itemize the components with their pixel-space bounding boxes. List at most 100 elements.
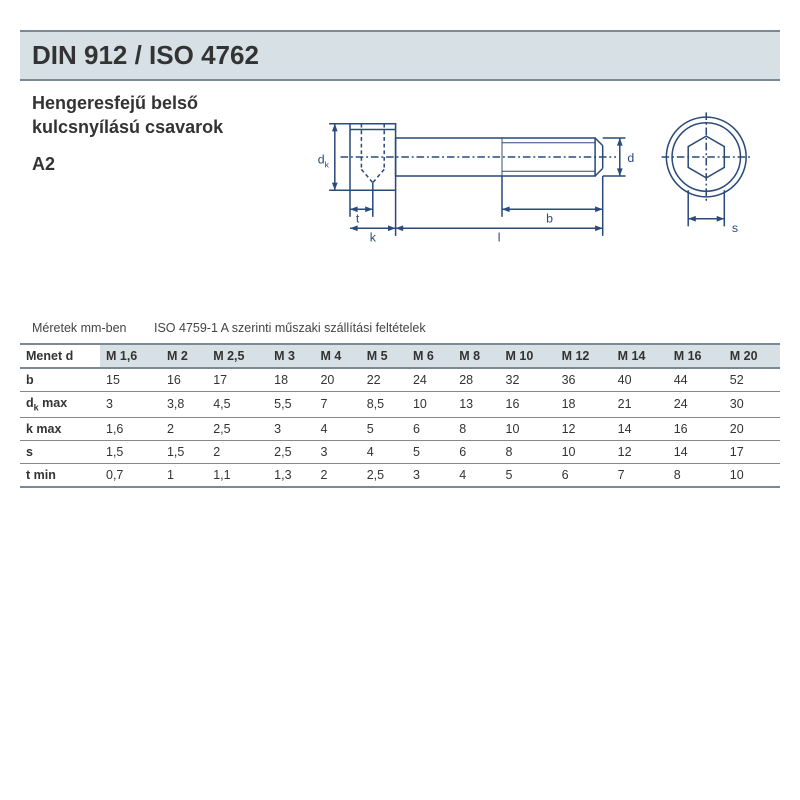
cell: 18 <box>268 368 314 392</box>
cell: 2 <box>207 440 268 463</box>
cell: 0,7 <box>100 463 161 487</box>
dim-label-s: s <box>732 221 738 235</box>
material-grade: A2 <box>32 154 292 175</box>
cell: 36 <box>556 368 612 392</box>
cell: 16 <box>668 417 724 440</box>
table-row: b15161718202224283236404452 <box>20 368 780 392</box>
row-label: s <box>20 440 100 463</box>
dim-label-dk: dk <box>318 153 330 170</box>
standard-header: DIN 912 / ISO 4762 <box>20 30 780 81</box>
cell: 40 <box>612 368 668 392</box>
cell: 1,1 <box>207 463 268 487</box>
cell: 10 <box>500 417 556 440</box>
cell: 22 <box>361 368 407 392</box>
col-header: M 2,5 <box>207 344 268 368</box>
cell: 28 <box>453 368 499 392</box>
cell: 8 <box>453 417 499 440</box>
col-header: M 20 <box>724 344 780 368</box>
cell: 16 <box>500 392 556 418</box>
cell: 30 <box>724 392 780 418</box>
col-header: M 8 <box>453 344 499 368</box>
cell: 21 <box>612 392 668 418</box>
cell: 32 <box>500 368 556 392</box>
cell: 20 <box>724 417 780 440</box>
subtitle-text: Hengeresfejű belső kulcsnyílású csavarok… <box>32 91 292 175</box>
cell: 12 <box>556 417 612 440</box>
dim-label-t: t <box>356 212 360 226</box>
cell: 24 <box>407 368 453 392</box>
spec-table-wrap: Menet d M 1,6M 2M 2,5M 3M 4M 5M 6M 8M 10… <box>20 343 780 488</box>
col-header: M 10 <box>500 344 556 368</box>
cell: 3 <box>407 463 453 487</box>
table-caption: Méretek mm-ben ISO 4759-1 A szerinti műs… <box>20 261 780 343</box>
description-line-2: kulcsnyílású csavarok <box>32 115 292 139</box>
cell: 2 <box>314 463 360 487</box>
cell: 3 <box>268 417 314 440</box>
standard-title: DIN 912 / ISO 4762 <box>32 40 768 71</box>
col-header: M 6 <box>407 344 453 368</box>
table-row: s1,51,522,53456810121417 <box>20 440 780 463</box>
cell: 2,5 <box>268 440 314 463</box>
units-caption: Méretek mm-ben <box>32 321 126 335</box>
cell: 6 <box>556 463 612 487</box>
col-header: M 1,6 <box>100 344 161 368</box>
table-row: k max1,622,5345681012141620 <box>20 417 780 440</box>
col-header: M 5 <box>361 344 407 368</box>
cell: 10 <box>407 392 453 418</box>
cell: 10 <box>556 440 612 463</box>
cell: 7 <box>314 392 360 418</box>
cell: 5,5 <box>268 392 314 418</box>
row-label: k max <box>20 417 100 440</box>
cell: 3 <box>314 440 360 463</box>
cell: 15 <box>100 368 161 392</box>
cell: 8,5 <box>361 392 407 418</box>
subtitle-row: Hengeresfejű belső kulcsnyílású csavarok… <box>20 81 780 261</box>
cell: 16 <box>161 368 207 392</box>
spec-table: Menet d M 1,6M 2M 2,5M 3M 4M 5M 6M 8M 10… <box>20 343 780 488</box>
technical-diagram: dk t k b l d s <box>312 91 768 261</box>
cell: 17 <box>207 368 268 392</box>
cell: 24 <box>668 392 724 418</box>
cell: 14 <box>668 440 724 463</box>
row-label: t min <box>20 463 100 487</box>
spec-tbody: b15161718202224283236404452dk max33,84,5… <box>20 368 780 487</box>
spec-caption: ISO 4759-1 A szerinti műszaki szállítási… <box>154 321 426 335</box>
cell: 1,3 <box>268 463 314 487</box>
cell: 44 <box>668 368 724 392</box>
cell: 3 <box>100 392 161 418</box>
col-header: M 12 <box>556 344 612 368</box>
cell: 2,5 <box>361 463 407 487</box>
dim-label-d: d <box>627 151 634 165</box>
cell: 17 <box>724 440 780 463</box>
cell: 2 <box>161 417 207 440</box>
dim-label-k: k <box>370 231 377 245</box>
cell: 10 <box>724 463 780 487</box>
cell: 52 <box>724 368 780 392</box>
row-label: b <box>20 368 100 392</box>
col-header: M 3 <box>268 344 314 368</box>
cell: 1,6 <box>100 417 161 440</box>
header-label: Menet d <box>20 344 100 368</box>
row-label: dk max <box>20 392 100 418</box>
cell: 14 <box>612 417 668 440</box>
cell: 8 <box>668 463 724 487</box>
cell: 20 <box>314 368 360 392</box>
cell: 1,5 <box>161 440 207 463</box>
cell: 18 <box>556 392 612 418</box>
cell: 4 <box>314 417 360 440</box>
col-header: M 2 <box>161 344 207 368</box>
cell: 13 <box>453 392 499 418</box>
cell: 5 <box>500 463 556 487</box>
spec-header-row: Menet d M 1,6M 2M 2,5M 3M 4M 5M 6M 8M 10… <box>20 344 780 368</box>
cell: 1 <box>161 463 207 487</box>
cell: 8 <box>500 440 556 463</box>
cell: 7 <box>612 463 668 487</box>
table-row: dk max33,84,55,578,510131618212430 <box>20 392 780 418</box>
cell: 1,5 <box>100 440 161 463</box>
cell: 2,5 <box>207 417 268 440</box>
cell: 6 <box>453 440 499 463</box>
col-header: M 4 <box>314 344 360 368</box>
col-header: M 14 <box>612 344 668 368</box>
cell: 3,8 <box>161 392 207 418</box>
cell: 4 <box>361 440 407 463</box>
